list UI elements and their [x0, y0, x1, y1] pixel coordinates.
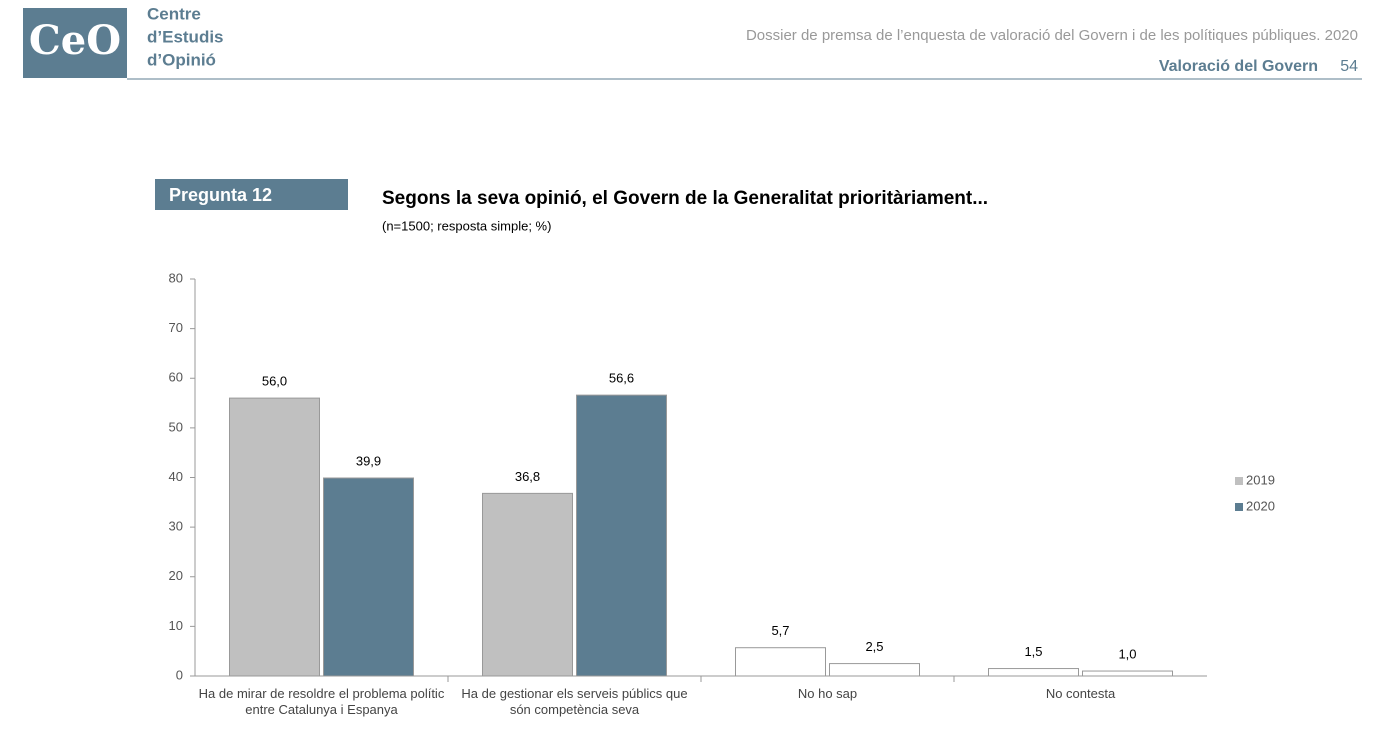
- section-title: Valoració del Govern: [1159, 58, 1318, 75]
- logo-box: [23, 8, 127, 78]
- value-label: 2,5: [865, 639, 883, 654]
- bar: [1082, 670, 1173, 677]
- org-name: d’Opinió: [147, 50, 216, 69]
- org-name: Centre: [147, 4, 201, 23]
- bar: [576, 394, 667, 677]
- chart-title: Segons la seva opinió, el Govern de la G…: [382, 188, 988, 209]
- x-tick-label: Ha de gestionar els serveis públics que …: [461, 686, 688, 717]
- y-tick-label: 20: [169, 568, 183, 583]
- value-label: 39,9: [356, 453, 381, 468]
- legend-label: 2020: [1246, 498, 1275, 513]
- y-tick-label: 50: [169, 419, 183, 434]
- value-label: 5,7: [771, 623, 789, 638]
- y-tick-label: 30: [169, 519, 183, 534]
- x-tick-label: No contesta: [1045, 686, 1116, 701]
- value-label: 1,5: [1024, 644, 1042, 659]
- x-tick-label: Ha de mirar de resoldre el problema polí…: [198, 686, 445, 717]
- bar: [323, 477, 414, 677]
- value-label: 36,8: [515, 469, 540, 484]
- question-label: Pregunta 12: [169, 185, 272, 205]
- bar: [735, 647, 826, 677]
- value-label: 56,6: [609, 371, 634, 386]
- org-name: d’Estudis: [147, 27, 224, 46]
- y-tick-label: 40: [169, 469, 183, 484]
- y-tick-label: 0: [176, 667, 183, 682]
- bar: [829, 663, 920, 677]
- chart-subtitle: (n=1500; resposta simple; %): [382, 218, 551, 233]
- question-box: [155, 179, 348, 210]
- y-tick-label: 80: [169, 270, 183, 285]
- y-tick-label: 60: [169, 370, 183, 385]
- x-tick-label: No ho sap: [797, 686, 858, 701]
- bar: [482, 492, 573, 677]
- page-number: 54: [1340, 58, 1358, 75]
- bar: [988, 668, 1079, 677]
- y-tick-label: 10: [169, 618, 183, 633]
- legend-swatch: [1235, 503, 1243, 511]
- value-label: 1,0: [1118, 646, 1136, 661]
- logo: CeO: [29, 17, 121, 64]
- y-tick-label: 70: [169, 320, 183, 335]
- value-label: 56,0: [262, 374, 287, 389]
- legend-label: 2019: [1246, 472, 1275, 487]
- legend-swatch: [1235, 477, 1243, 485]
- bar: [229, 397, 320, 677]
- document-title: Dossier de premsa de l’enquesta de valor…: [746, 27, 1358, 44]
